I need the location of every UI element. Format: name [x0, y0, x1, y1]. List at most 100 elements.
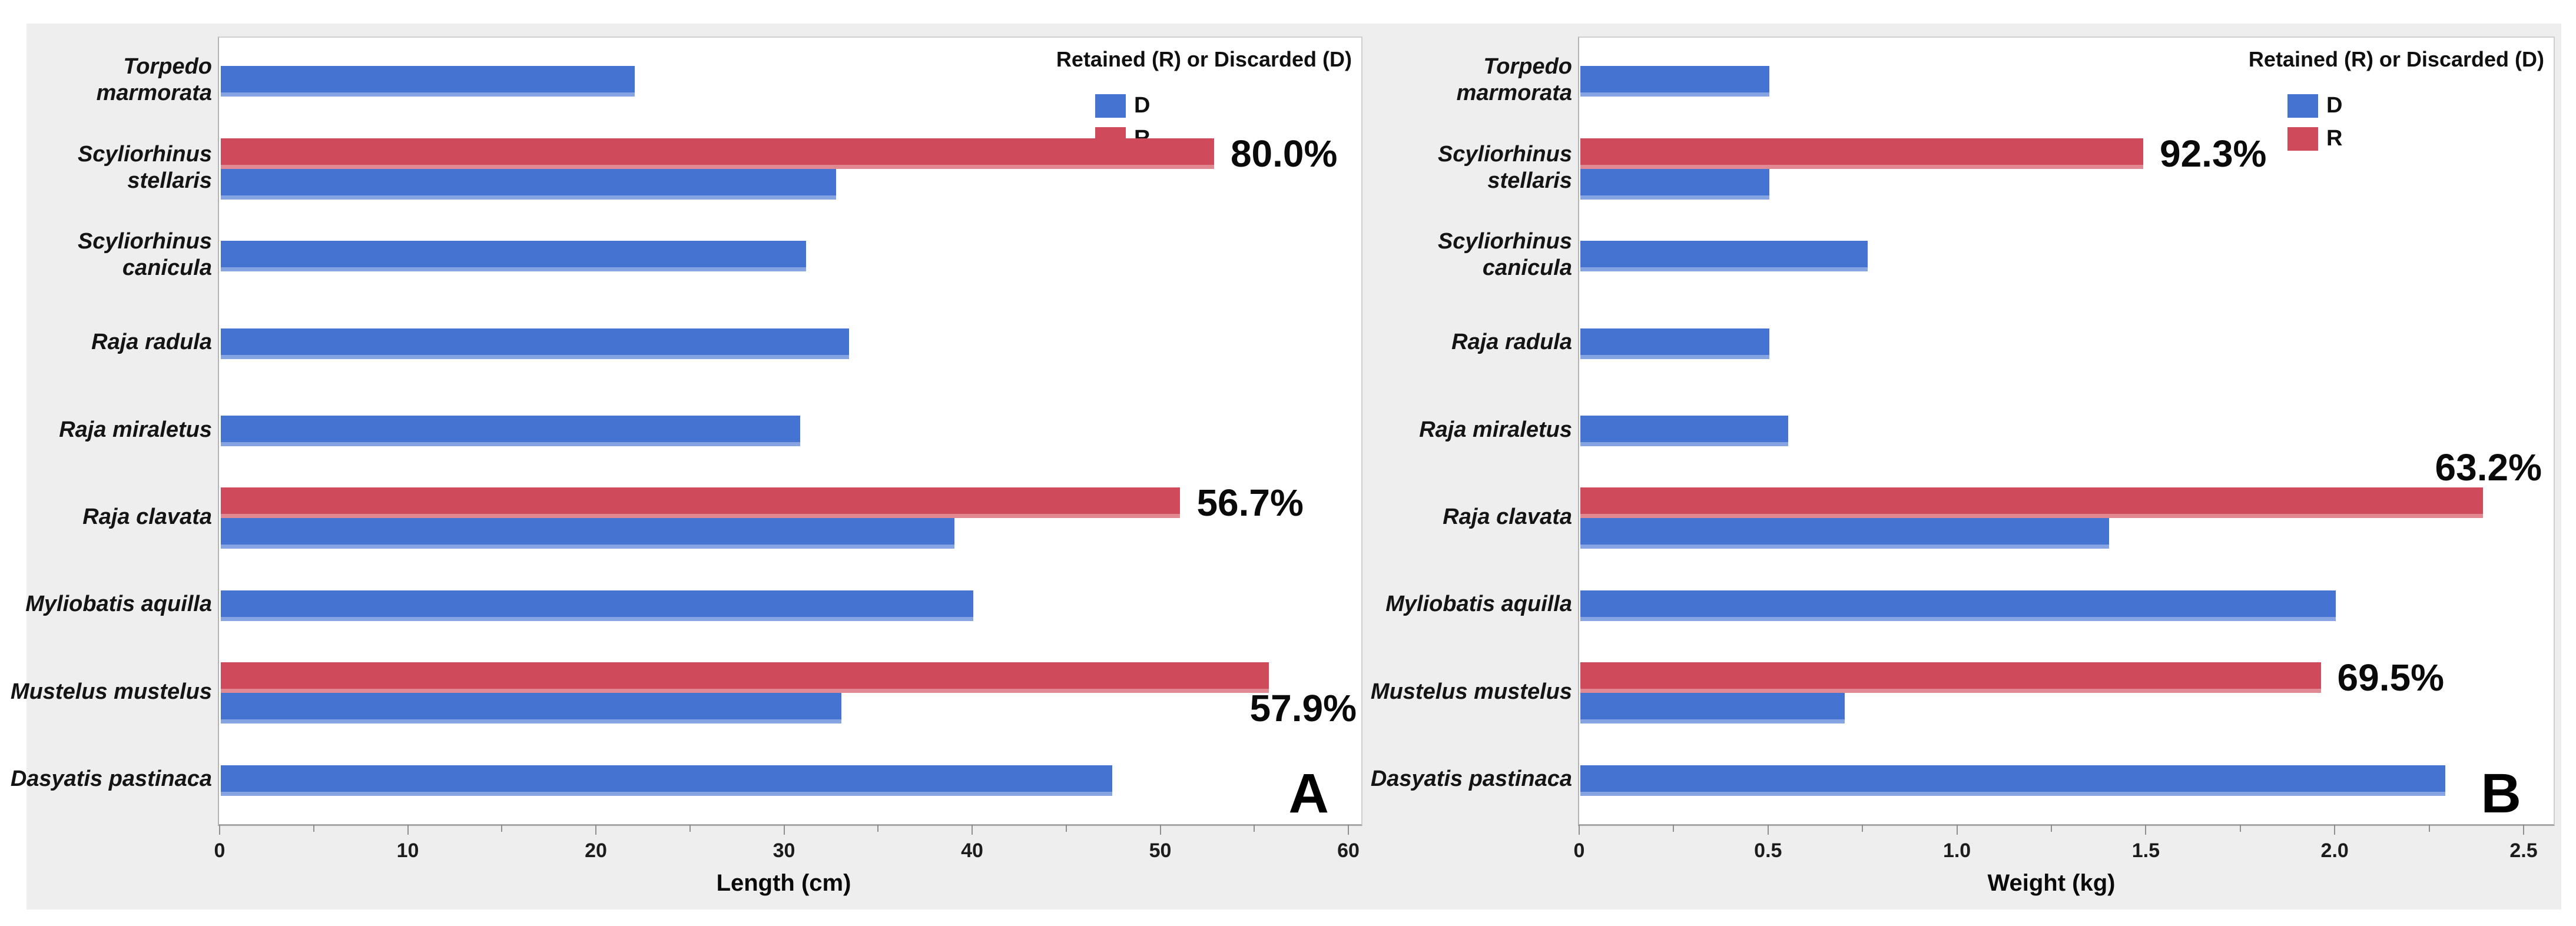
retained-percent-label: 63.2%: [2435, 446, 2542, 489]
retained-percent-label: 57.9%: [1249, 687, 1357, 730]
retained-percent-label: 69.5%: [2337, 656, 2444, 699]
panel-letter-a: A: [1288, 762, 1329, 825]
category-label: Raja clavata: [82, 504, 212, 529]
axis-tick-label: 60: [1337, 839, 1360, 862]
retained-percent-label: 56.7%: [1196, 482, 1304, 525]
axis-tick: [407, 825, 409, 835]
bar-retained: [221, 487, 1181, 519]
bar-discarded: [1580, 168, 1769, 200]
category-label: Raja radula: [1451, 330, 1572, 355]
retained-percent-label: 80.0%: [1230, 132, 1338, 175]
category-label: Torpedo marmorata: [1456, 54, 1572, 106]
bar-discarded: [221, 168, 836, 200]
category-label: Torpedo marmorata: [96, 54, 212, 106]
axis-tick: [595, 825, 596, 835]
category-label: Raja miraletus: [59, 417, 212, 442]
legend-label-discarded: D: [1134, 93, 1151, 118]
axis-tick: [1956, 825, 1958, 835]
bar-discarded: [1580, 328, 1769, 359]
category-label: Scyliorhinus canicula: [77, 229, 212, 281]
category-label: Scyliorhinus stellaris: [1437, 141, 1572, 193]
category-label: Scyliorhinus canicula: [1437, 229, 1572, 281]
axis-minor-tick: [501, 825, 503, 832]
axis-tick-label: 1.0: [1942, 839, 1971, 862]
axis-tick: [1579, 825, 1580, 835]
axis-minor-tick: [1254, 825, 1255, 832]
bar-discarded: [221, 590, 973, 621]
axis-tick: [1159, 825, 1161, 835]
legend-swatch-retained: [2287, 127, 2318, 151]
category-label: Mustelus mustelus: [1370, 679, 1572, 704]
axis-tick: [1348, 825, 1349, 835]
axis-minor-tick: [689, 825, 691, 832]
axis-tick-label: 50: [1149, 839, 1172, 862]
category-label: Dasyatis pastinaca: [10, 766, 212, 792]
category-label: Raja clavata: [1443, 504, 1572, 529]
bar-discarded: [221, 66, 635, 97]
axis-tick: [2334, 825, 2336, 835]
legend-item-retained: R: [2287, 126, 2342, 151]
legend-title: Retained (R) or Discarded (D): [2248, 47, 2544, 71]
axis-tick: [2145, 825, 2147, 835]
bar-discarded: [221, 241, 806, 272]
category-label: Scyliorhinus stellaris: [77, 141, 212, 193]
bar-discarded: [1580, 765, 2446, 796]
bar-discarded: [1580, 416, 1788, 446]
legend-label-discarded: D: [2326, 93, 2343, 118]
axis-tick-label: 40: [961, 839, 983, 862]
axis-tick-label: 2.5: [2509, 839, 2538, 862]
axis-minor-tick: [2239, 825, 2241, 832]
bar-discarded: [1580, 590, 2336, 621]
category-label: Raja miraletus: [1419, 417, 1572, 442]
bar-discarded: [221, 765, 1113, 796]
axis-tick: [2523, 825, 2524, 835]
axis-tick-label: 0: [1573, 839, 1585, 862]
bar-retained: [1580, 138, 2143, 169]
panel-a-plot: Retained (R) or Discarded (D) D R A 80.0…: [218, 36, 1362, 826]
axis-minor-tick: [1673, 825, 1675, 832]
x-axis-title-a: Length (cm): [716, 870, 851, 896]
bar-discarded: [1580, 693, 1845, 724]
category-label: Raja radula: [91, 330, 212, 355]
axis-tick-label: 1.5: [2131, 839, 2160, 862]
axis-tick: [1767, 825, 1769, 835]
axis-tick-label: 10: [396, 839, 419, 862]
axis-minor-tick: [2051, 825, 2052, 832]
bar-retained: [221, 138, 1214, 169]
legend-swatch-discarded: [2287, 94, 2318, 118]
bar-discarded: [221, 328, 850, 359]
legend-title: Retained (R) or Discarded (D): [1056, 47, 1352, 71]
bar-discarded: [1580, 518, 2110, 549]
category-label: Dasyatis pastinaca: [1370, 766, 1572, 792]
bar-retained: [221, 662, 1269, 693]
axis-tick: [972, 825, 973, 835]
bar-discarded: [1580, 66, 1769, 97]
category-label: Myliobatis aquilla: [25, 592, 212, 617]
category-label: Myliobatis aquilla: [1385, 592, 1572, 617]
legend-item-discarded: D: [1095, 93, 1150, 118]
axis-tick-label: 30: [773, 839, 795, 862]
axis-tick: [219, 825, 220, 835]
bar-discarded: [221, 693, 842, 724]
legend-item-discarded: D: [2287, 93, 2342, 118]
axis-tick-label: 0.5: [1754, 839, 1782, 862]
category-label: Mustelus mustelus: [10, 679, 212, 704]
axis-minor-tick: [1862, 825, 1864, 832]
axis-minor-tick: [313, 825, 314, 832]
retained-percent-label: 92.3%: [2159, 132, 2267, 175]
bar-discarded: [1580, 241, 1868, 272]
axis-tick-label: 2.0: [2320, 839, 2349, 862]
legend-label-retained: R: [2326, 126, 2343, 151]
bar-discarded: [221, 416, 801, 446]
bar-retained: [1580, 487, 2484, 519]
axis-minor-tick: [1065, 825, 1067, 832]
axis-tick-label: 0: [214, 839, 226, 862]
axis-tick: [783, 825, 785, 835]
axis-tick-label: 20: [585, 839, 607, 862]
axis-minor-tick: [877, 825, 879, 832]
panel-b-plot: Retained (R) or Discarded (D) D R B 92.3…: [1578, 36, 2555, 826]
axis-minor-tick: [2428, 825, 2430, 832]
x-axis-title-b: Weight (kg): [1987, 870, 2116, 896]
bar-discarded: [221, 518, 955, 549]
